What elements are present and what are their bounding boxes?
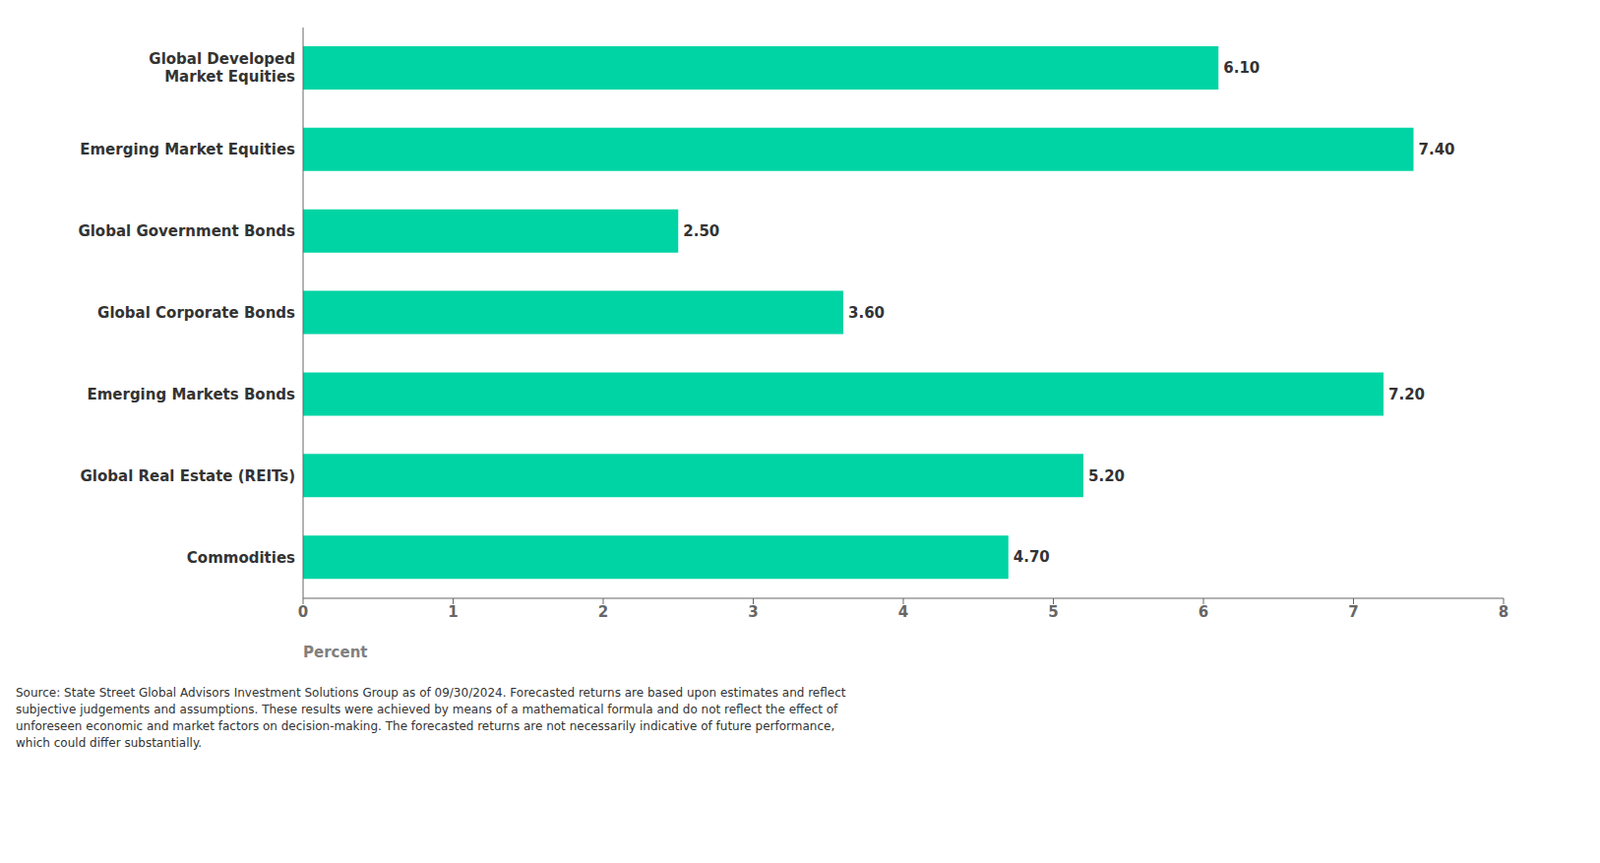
svg-text:Global Real Estate (REITs): Global Real Estate (REITs) — [80, 467, 296, 486]
svg-text:Emerging Markets Bonds: Emerging Markets Bonds — [86, 385, 296, 404]
svg-text:Global Corporate Bonds: Global Corporate Bonds — [97, 304, 296, 322]
svg-text:1: 1 — [447, 603, 458, 621]
svg-text:5.20: 5.20 — [1088, 467, 1125, 486]
svg-text:4.70: 4.70 — [1013, 548, 1050, 566]
svg-text:7.40: 7.40 — [1418, 140, 1456, 159]
svg-text:7.20: 7.20 — [1388, 385, 1425, 404]
html-text:Source: State Street Global Ad: Source: State Street Global Advisors Inv… — [15, 685, 846, 750]
svg-text:Commodities: Commodities — [186, 549, 296, 567]
svg-text:6: 6 — [1198, 603, 1209, 621]
svg-text:3.60: 3.60 — [848, 304, 885, 322]
svg-text:6.10: 6.10 — [1223, 59, 1260, 77]
svg-text:Global Government Bonds: Global Government Bonds — [77, 222, 296, 241]
svg-text:Percent: Percent — [303, 643, 368, 662]
svg-text:Emerging Market Equities: Emerging Market Equities — [79, 140, 296, 159]
svg-text:4: 4 — [898, 603, 909, 621]
svg-text:0: 0 — [298, 603, 308, 621]
svg-text:3: 3 — [747, 603, 758, 621]
svg-text:Global DevelopedMarket Equitie: Global DevelopedMarket Equities — [148, 50, 296, 86]
svg-text:7: 7 — [1348, 603, 1358, 621]
svg-text:2: 2 — [598, 603, 609, 621]
svg-text:5: 5 — [1047, 603, 1058, 621]
svg-text:2.50: 2.50 — [682, 222, 720, 241]
svg-text:8: 8 — [1498, 603, 1509, 621]
